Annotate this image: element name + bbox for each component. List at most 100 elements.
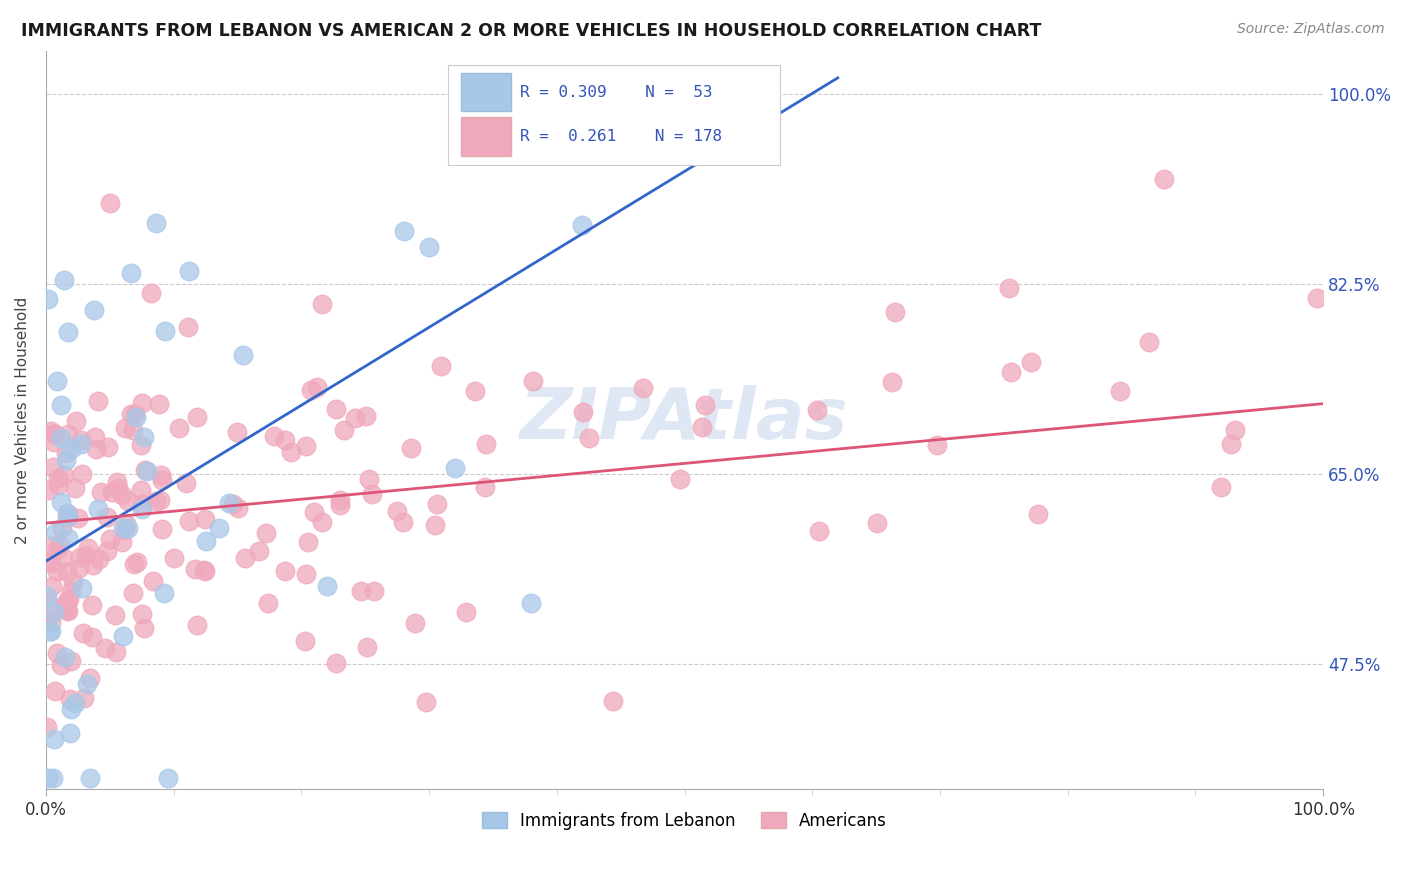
Point [174,476,197,491]
Point [111,488,134,502]
Point [392,515,415,529]
Point [363,583,385,598]
Point [117,494,139,508]
Point [145,216,167,230]
Point [429,359,451,373]
Point [72,581,94,595]
Point [70,467,93,481]
Point [120,266,142,280]
Point [443,461,465,475]
Point [111,629,134,643]
Point [1153,172,1175,186]
Point [107,481,129,495]
Point [150,473,173,487]
Point [73,690,96,705]
Point [232,348,254,362]
Point [37,624,59,638]
Point [41,579,63,593]
Point [79,772,101,786]
Point [55,566,77,580]
Point [69,434,91,448]
Point [385,504,408,518]
Point [149,492,172,507]
Point [94,640,117,655]
Point [1220,437,1243,451]
Point [194,564,217,578]
Text: R = 0.309    N =  53: R = 0.309 N = 53 [520,85,713,100]
Point [177,264,200,278]
Point [82,558,104,572]
Point [37,292,59,306]
Point [56,604,79,618]
Point [96,510,118,524]
Point [49,495,72,509]
Point [354,409,377,423]
Point [58,427,80,442]
Point [295,566,318,581]
Point [998,281,1021,295]
Point [520,596,543,610]
Point [39,556,62,570]
Point [131,497,153,511]
Point [56,602,79,616]
Point [44,427,66,442]
Point [297,534,319,549]
Point [131,396,153,410]
Point [59,726,82,740]
Point [142,574,165,588]
Point [101,485,124,500]
Point [418,240,440,254]
Point [84,442,107,456]
Point [194,512,217,526]
Point [65,696,87,710]
Point [45,646,67,660]
Point [578,431,600,445]
Point [301,383,323,397]
Point [167,421,190,435]
Point [148,397,170,411]
Point [325,402,347,417]
Point [59,691,82,706]
Point [48,537,70,551]
Point [96,544,118,558]
Point [280,444,302,458]
Point [273,564,295,578]
Point [56,508,79,522]
Point [274,433,297,447]
Point [65,414,87,428]
Point [247,543,270,558]
Point [456,606,478,620]
Point [474,437,496,451]
FancyBboxPatch shape [461,117,510,155]
Point [41,615,63,629]
Point [361,487,384,501]
Point [464,384,486,398]
Point [60,702,83,716]
Point [55,510,77,524]
Text: IMMIGRANTS FROM LEBANON VS AMERICAN 2 OR MORE VEHICLES IN HOUSEHOLD CORRELATION : IMMIGRANTS FROM LEBANON VS AMERICAN 2 OR… [21,22,1042,40]
Legend: Immigrants from Lebanon, Americans: Immigrants from Lebanon, Americans [475,805,894,837]
Point [56,531,79,545]
Point [256,596,278,610]
Point [1000,365,1022,379]
Point [1306,291,1329,305]
Point [156,772,179,786]
Point [37,590,59,604]
Point [56,325,79,339]
Point [114,523,136,537]
Point [100,533,122,547]
Point [359,472,381,486]
Point [333,423,356,437]
Point [141,285,163,300]
Point [51,431,73,445]
Point [344,411,367,425]
Point [42,772,65,786]
Point [295,439,318,453]
Point [87,552,110,566]
Point [163,551,186,566]
Point [222,497,245,511]
Point [52,468,75,483]
Point [1137,334,1160,349]
Point [316,578,339,592]
Point [925,438,948,452]
